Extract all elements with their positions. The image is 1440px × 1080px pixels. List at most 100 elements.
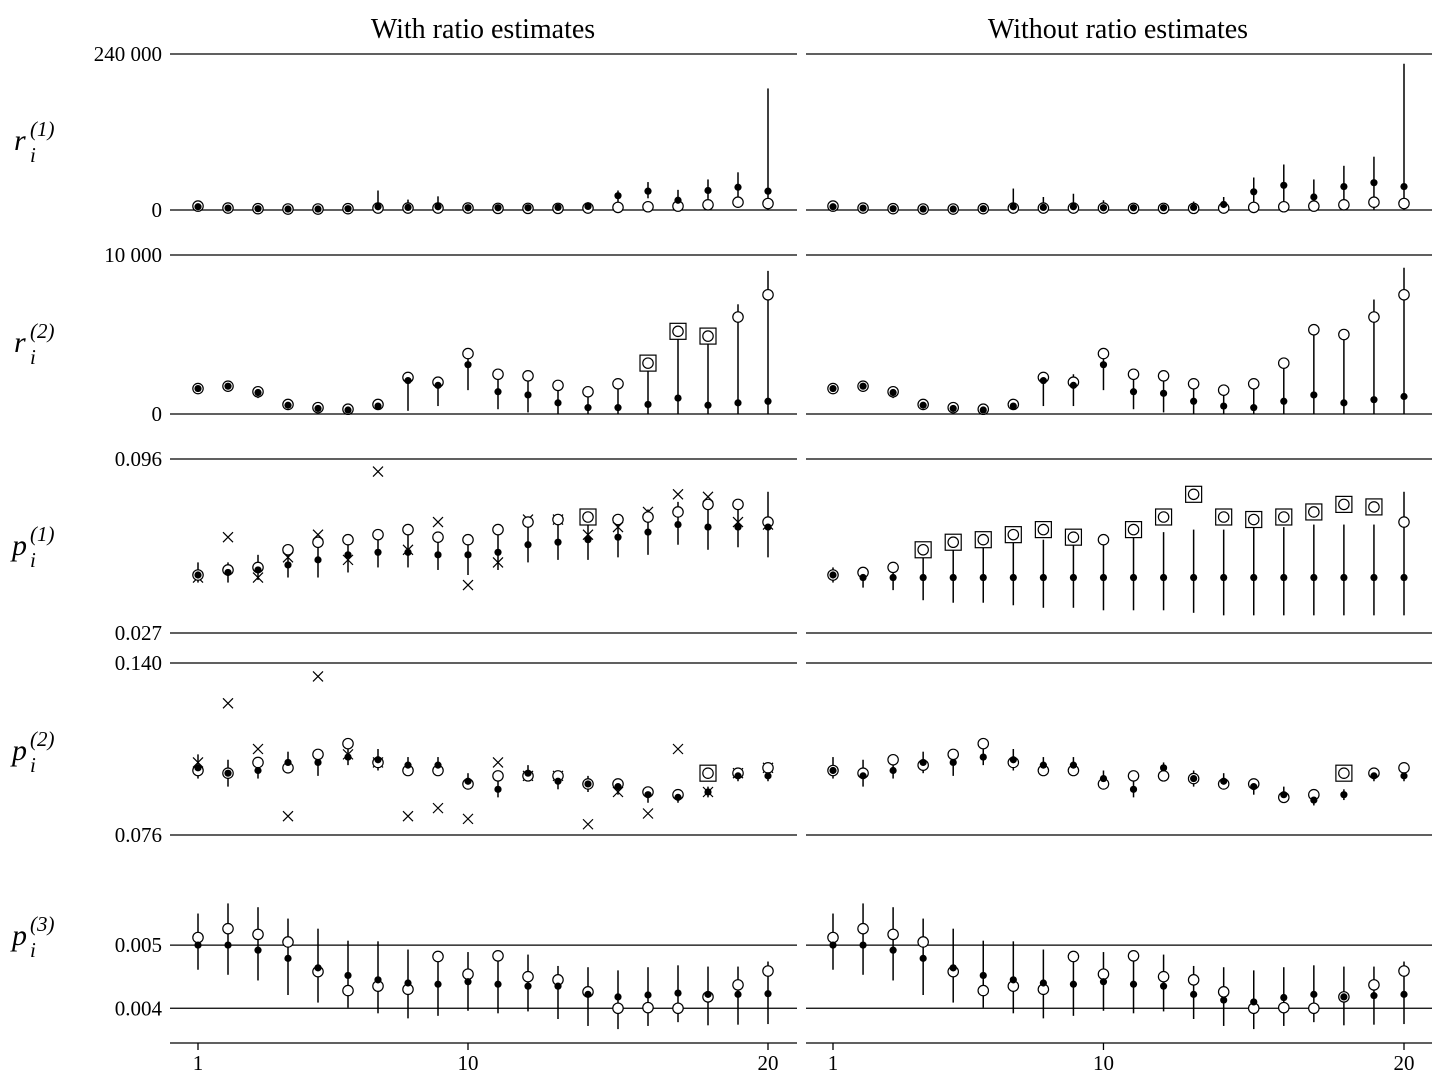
open-point-row3-panel1-10 xyxy=(462,533,474,546)
filled-point-row3-panel1-18 xyxy=(704,523,712,531)
filled-point-row1-panel2-16 xyxy=(1280,181,1288,189)
open-point-row1-panel2-15 xyxy=(1247,201,1260,214)
open-point-row3-panel1-8 xyxy=(402,523,414,536)
filled-point-row3-panel1-7 xyxy=(374,548,382,556)
filled-point-row4-panel2-9 xyxy=(1069,761,1078,769)
filled-point-row5-panel2-14 xyxy=(1220,996,1228,1004)
filled-point-row4-panel1-6 xyxy=(344,753,352,761)
open-point-row2-panel2-15 xyxy=(1247,377,1260,390)
open-point-row5-panel2-16 xyxy=(1277,1001,1290,1014)
filled-point-row2-panel1-7 xyxy=(374,402,382,410)
filled-point-row2-panel2-15 xyxy=(1250,404,1258,412)
filled-point-row1-panel2-12 xyxy=(1159,204,1168,212)
cross-marker-row4-panel1-17 xyxy=(672,743,684,755)
cross-marker-row3-panel1-7 xyxy=(372,466,384,478)
filled-point-row1-panel1-14 xyxy=(584,202,592,211)
filled-point-row3-panel2-11 xyxy=(1129,573,1138,582)
filled-point-row4-panel2-19 xyxy=(1370,772,1378,780)
filled-point-row5-panel1-16 xyxy=(644,991,652,999)
open-point-row3-panel1-11 xyxy=(492,523,504,536)
open-point-row3-panel2-17 xyxy=(1308,506,1320,518)
open-point-row3-panel2-20 xyxy=(1398,516,1410,528)
filled-point-row3-panel2-4 xyxy=(919,573,927,582)
open-point-row5-panel1-16 xyxy=(642,1001,654,1014)
cross-marker-row4-panel1-2 xyxy=(222,697,234,709)
filled-point-row4-panel1-4 xyxy=(284,758,292,767)
filled-point-row2-panel2-5 xyxy=(949,404,957,413)
open-point-row1-panel1-20 xyxy=(762,197,774,210)
filled-point-row4-panel1-16 xyxy=(644,791,652,799)
cross-marker-row3-panel1-3 xyxy=(252,572,264,583)
open-point-row5-panel1-2 xyxy=(222,922,234,935)
open-point-row3-panel2-19 xyxy=(1368,501,1380,513)
filled-point-row2-panel1-19 xyxy=(734,399,742,407)
filled-point-row3-panel1-1 xyxy=(194,571,202,579)
cross-marker-row3-panel1-2 xyxy=(222,531,234,543)
filled-point-row1-panel2-17 xyxy=(1310,193,1318,201)
open-point-row5-panel1-20 xyxy=(762,965,774,977)
filled-point-row2-panel1-17 xyxy=(674,394,682,402)
filled-point-row4-panel2-10 xyxy=(1099,774,1108,783)
filled-point-row1-panel1-20 xyxy=(764,187,772,195)
filled-point-row3-panel2-1 xyxy=(829,571,837,579)
filled-point-row5-panel2-12 xyxy=(1159,982,1168,990)
filled-point-row5-panel1-8 xyxy=(404,979,412,987)
filled-point-row4-panel1-10 xyxy=(464,777,472,785)
cross-marker-row4-panel1-8 xyxy=(402,810,414,822)
filled-point-row1-panel2-4 xyxy=(919,205,927,213)
open-point-row5-panel1-15 xyxy=(612,1002,624,1015)
filled-point-row2-panel2-7 xyxy=(1009,402,1017,410)
filled-point-row1-panel2-10 xyxy=(1099,204,1108,212)
filled-point-row4-panel2-20 xyxy=(1400,772,1408,780)
filled-point-row1-panel2-6 xyxy=(979,205,987,213)
filled-point-row1-panel1-2 xyxy=(224,204,232,212)
x-tick-label-panel2-10: 10 xyxy=(1093,1051,1114,1075)
open-point-row5-panel2-9 xyxy=(1067,950,1080,963)
filled-point-row4-panel2-14 xyxy=(1220,777,1228,785)
open-point-row5-panel2-1 xyxy=(827,931,839,944)
open-point-row3-panel2-7 xyxy=(1007,528,1020,541)
filled-point-row5-panel1-17 xyxy=(674,989,682,997)
open-point-row3-panel2-12 xyxy=(1157,511,1170,523)
open-point-row5-panel1-3 xyxy=(252,928,264,941)
open-point-row2-panel1-11 xyxy=(492,368,504,381)
filled-point-row2-panel2-14 xyxy=(1220,402,1228,410)
filled-point-row3-panel1-14 xyxy=(584,536,592,544)
cross-marker-row4-panel1-5 xyxy=(312,671,324,682)
open-point-row2-panel2-10 xyxy=(1097,347,1110,360)
filled-point-row3-panel1-11 xyxy=(494,548,502,556)
filled-point-row4-panel1-13 xyxy=(554,777,562,785)
filled-point-row5-panel1-18 xyxy=(704,990,712,998)
filled-point-row5-panel1-14 xyxy=(584,990,592,998)
filled-point-row4-panel2-7 xyxy=(1009,756,1017,764)
filled-point-row1-panel2-3 xyxy=(889,205,897,213)
filled-point-row5-panel2-19 xyxy=(1370,992,1378,1000)
filled-point-row3-panel1-8 xyxy=(404,548,412,556)
filled-point-row2-panel2-9 xyxy=(1069,381,1078,389)
x-tick-label-panel1-1: 1 xyxy=(193,1051,204,1075)
open-point-row5-panel2-19 xyxy=(1368,979,1380,991)
filled-point-row2-panel2-16 xyxy=(1280,397,1288,405)
y-tick-label-row5-1: 0.004 xyxy=(115,996,163,1020)
row-label-p1: p (1) i xyxy=(10,522,55,572)
open-point-row5-panel2-6 xyxy=(977,984,990,997)
open-point-row5-panel1-17 xyxy=(672,1002,684,1015)
svg-text:(1): (1) xyxy=(30,117,55,141)
open-point-row2-panel1-16 xyxy=(642,357,654,369)
open-point-row4-panel2-6 xyxy=(977,737,990,750)
open-point-row4-panel1-3 xyxy=(252,756,264,769)
filled-point-row5-panel2-7 xyxy=(1009,976,1017,984)
filled-point-row4-panel2-17 xyxy=(1310,796,1318,804)
filled-point-row5-panel1-3 xyxy=(254,946,262,954)
open-point-row5-panel1-12 xyxy=(522,970,534,983)
filled-point-row3-panel2-3 xyxy=(889,573,897,582)
open-point-row1-panel1-18 xyxy=(702,199,714,211)
open-point-row5-panel2-10 xyxy=(1097,968,1110,980)
svg-text:(2): (2) xyxy=(30,319,55,343)
open-point-row5-panel1-19 xyxy=(732,979,744,991)
row-label-r2: r (2) i xyxy=(14,319,55,369)
y-tick-label-row4-1: 0.076 xyxy=(115,823,162,847)
filled-point-row5-panel2-17 xyxy=(1310,990,1318,998)
open-point-row2-panel2-14 xyxy=(1217,384,1230,396)
panel-title-left: With ratio estimates xyxy=(371,14,595,45)
